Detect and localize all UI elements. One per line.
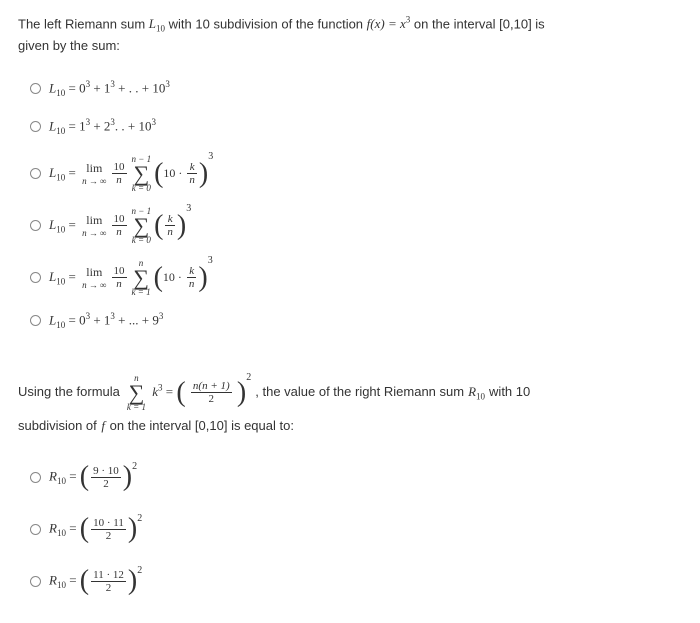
option-math: L10 = 03 + 13 + . . + 103 bbox=[49, 79, 170, 98]
radio-button[interactable] bbox=[30, 524, 41, 535]
option-math: R10 = (11 · 122)2 bbox=[49, 569, 142, 594]
rhs-num: n(n + 1) bbox=[191, 380, 232, 393]
sigma: n ∑ k = 1 bbox=[127, 374, 146, 412]
answer-option[interactable]: L10 = 03 + 13 + . . + 103 bbox=[30, 74, 682, 104]
q2-l2b: on the interval [0,10] is equal to: bbox=[110, 418, 294, 433]
option-math: L10 = 13 + 23. . + 103 bbox=[49, 117, 156, 136]
rsub: 10 bbox=[476, 391, 485, 401]
q2-options: R10 = (9 · 102)2 R10 = (10 · 112)2 R10 = (… bbox=[18, 453, 682, 605]
radio-button[interactable] bbox=[30, 272, 41, 283]
q1-options: L10 = 03 + 13 + . . + 103 L10 = 13 + 23. … bbox=[18, 74, 682, 336]
q1-text-4: given by the sum: bbox=[18, 38, 120, 53]
option-math: L10 = limn → ∞10nn − 1∑k = 0(10 · kn)3 bbox=[49, 155, 213, 193]
q1-text-2: with 10 subdivision of the function bbox=[169, 16, 367, 31]
option-math: L10 = limn → ∞10nn∑k = 1(10 · kn)3 bbox=[49, 259, 213, 297]
answer-option[interactable]: R10 = (9 · 102)2 bbox=[30, 453, 682, 501]
answer-option[interactable]: L10 = limn → ∞10nn∑k = 1(10 · kn)3 bbox=[30, 254, 682, 302]
answer-option[interactable]: R10 = (11 · 122)2 bbox=[30, 557, 682, 605]
rvar: R bbox=[468, 384, 476, 399]
answer-option[interactable]: L10 = 03 + 13 + ... + 93 bbox=[30, 306, 682, 336]
q1-prompt: The left Riemann sum L10 with 10 subdivi… bbox=[18, 14, 682, 56]
rhs-exp: 2 bbox=[246, 370, 251, 386]
option-math: L10 = 03 + 13 + ... + 93 bbox=[49, 311, 163, 330]
func-exp: 3 bbox=[406, 15, 411, 25]
sum-exp: 3 bbox=[158, 382, 163, 392]
answer-option[interactable]: R10 = (10 · 112)2 bbox=[30, 505, 682, 553]
q2-text-1: Using the formula bbox=[18, 382, 120, 403]
option-math: R10 = (9 · 102)2 bbox=[49, 465, 137, 490]
rhs-den: 2 bbox=[191, 393, 232, 405]
q2-text-2: , the value of the right Riemann sum bbox=[255, 382, 464, 403]
q2-text-3: with 10 bbox=[489, 382, 530, 403]
radio-button[interactable] bbox=[30, 83, 41, 94]
answer-option[interactable]: L10 = limn → ∞10nn − 1∑k = 0(10 · kn)3 bbox=[30, 150, 682, 198]
rhs-frac: n(n + 1) 2 bbox=[191, 380, 232, 405]
answer-option[interactable]: L10 = limn → ∞10nn − 1∑k = 0(kn)3 bbox=[30, 202, 682, 250]
radio-button[interactable] bbox=[30, 168, 41, 179]
sub-10: 10 bbox=[156, 24, 165, 34]
option-math: R10 = (10 · 112)2 bbox=[49, 517, 142, 542]
option-math: L10 = limn → ∞10nn − 1∑k = 0(kn)3 bbox=[49, 207, 191, 245]
func: f(x) = x bbox=[367, 16, 406, 31]
q2-prompt: Using the formula n ∑ k = 1 k3 = ( n(n +… bbox=[18, 374, 682, 412]
radio-button[interactable] bbox=[30, 576, 41, 587]
radio-button[interactable] bbox=[30, 472, 41, 483]
q2-prompt-2: subdivision of f on the interval [0,10] … bbox=[18, 416, 682, 436]
sigma-bot: k = 1 bbox=[127, 403, 146, 412]
answer-option[interactable]: L10 = 13 + 23. . + 103 bbox=[30, 112, 682, 142]
radio-button[interactable] bbox=[30, 220, 41, 231]
var-L: L bbox=[149, 16, 156, 31]
q1-text-1: The left Riemann sum bbox=[18, 16, 149, 31]
radio-button[interactable] bbox=[30, 121, 41, 132]
q2-f: f bbox=[101, 418, 105, 433]
q1-text-3: on the interval [0,10] is bbox=[414, 16, 545, 31]
q2-l2a: subdivision of bbox=[18, 418, 97, 433]
radio-button[interactable] bbox=[30, 315, 41, 326]
